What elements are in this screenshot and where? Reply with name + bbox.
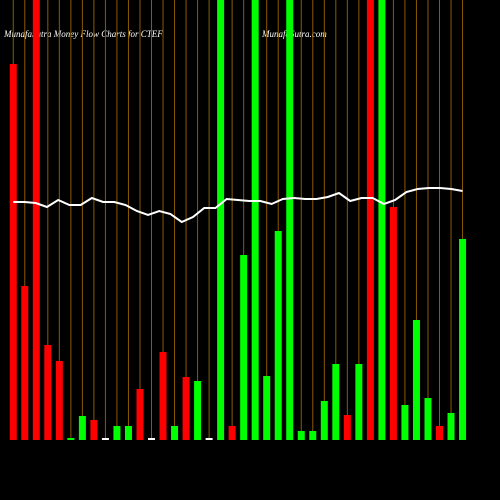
bar — [436, 426, 443, 440]
bar — [182, 377, 190, 440]
bar — [44, 345, 52, 440]
bar — [459, 239, 467, 440]
money-flow-line — [13, 187, 463, 224]
bar — [286, 0, 294, 440]
bar — [228, 426, 236, 440]
bar — [320, 401, 328, 440]
bar — [194, 381, 202, 440]
bar — [101, 438, 109, 440]
bar — [297, 431, 305, 440]
bar — [9, 64, 17, 440]
bar — [274, 231, 282, 440]
bar — [366, 0, 374, 440]
bar — [21, 286, 29, 440]
bar — [90, 420, 98, 440]
bar — [355, 364, 363, 440]
bar — [205, 438, 213, 440]
bar — [113, 426, 121, 440]
bar — [251, 0, 259, 440]
bar — [424, 398, 432, 440]
bar — [136, 389, 144, 440]
bar — [240, 255, 248, 440]
bar — [309, 431, 317, 440]
bar — [412, 320, 420, 440]
bar — [343, 415, 351, 440]
bar — [32, 0, 40, 440]
bar — [217, 0, 225, 440]
bar — [263, 376, 271, 440]
bar — [447, 413, 455, 440]
bar — [78, 416, 86, 440]
source: MunafaSutra.com — [261, 29, 327, 39]
bar — [67, 438, 75, 440]
bar — [148, 438, 155, 440]
bar — [124, 426, 132, 440]
bar — [171, 426, 179, 440]
bar — [378, 0, 386, 440]
bar — [332, 364, 340, 440]
bar — [389, 207, 397, 440]
bar — [159, 352, 167, 440]
bar — [55, 361, 63, 440]
bar — [401, 405, 409, 440]
chart-title: MunafaSutra Money Flow Charts for CTEF — [3, 29, 163, 39]
